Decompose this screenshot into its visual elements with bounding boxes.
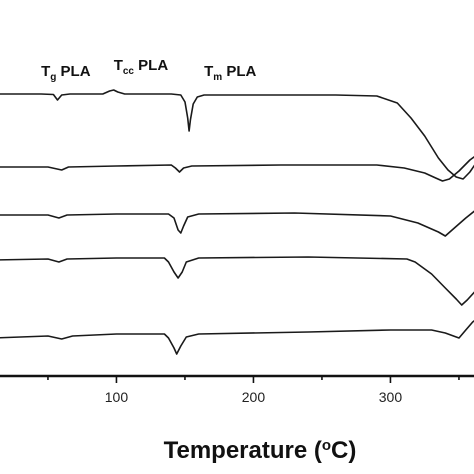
x-axis-label-tail: C) bbox=[331, 437, 356, 464]
tm-label: Tm PLA bbox=[204, 63, 256, 83]
x-ticks-layer: 100 200 300 bbox=[47, 376, 460, 405]
tcc-label-main: T bbox=[114, 57, 123, 74]
tg-label: Tg PLA bbox=[41, 63, 91, 83]
x-tick-label-100: 100 bbox=[105, 389, 129, 405]
tcc-label: Tcc PLA bbox=[114, 57, 169, 77]
tcc-label-tail: PLA bbox=[134, 57, 168, 74]
tg-label-sub: g bbox=[50, 72, 56, 83]
dsc-curve-1 bbox=[0, 89, 474, 180]
tm-label-tail: PLA bbox=[222, 63, 256, 80]
x-axis-label-main: Temperature ( bbox=[164, 437, 322, 464]
tm-label-main: T bbox=[204, 63, 213, 80]
dsc-curve-5 bbox=[0, 320, 474, 355]
dsc-curve-3 bbox=[0, 210, 474, 237]
tcc-label-sub: cc bbox=[123, 66, 135, 77]
x-axis-label-sup: o bbox=[322, 437, 331, 454]
tg-label-main: T bbox=[41, 63, 50, 80]
dsc-curve-4 bbox=[0, 256, 474, 306]
x-axis-label: Temperature (oC) bbox=[164, 437, 357, 464]
tm-label-sub: m bbox=[213, 72, 222, 83]
dsc-curve-2 bbox=[0, 156, 474, 182]
x-tick-label-300: 300 bbox=[379, 389, 403, 405]
peak-annotations: Tg PLA Tcc PLA Tm PLA bbox=[41, 57, 256, 83]
tg-label-tail: PLA bbox=[56, 63, 90, 80]
curves-layer bbox=[0, 89, 474, 355]
x-tick-label-200: 200 bbox=[242, 389, 266, 405]
